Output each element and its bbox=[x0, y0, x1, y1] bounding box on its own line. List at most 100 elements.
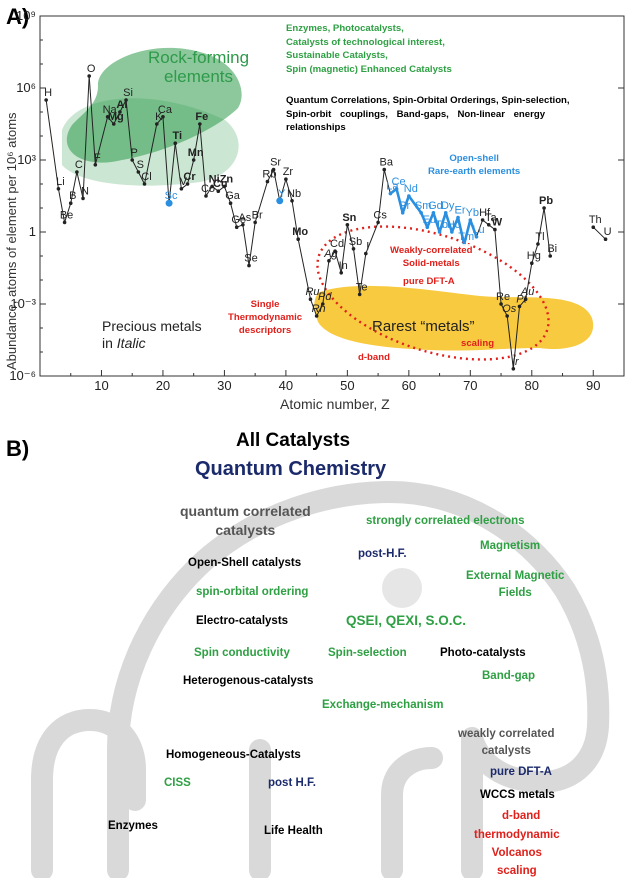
element-label-ce: Ce bbox=[392, 176, 406, 188]
y-tick-label: 1 bbox=[29, 224, 36, 239]
data-point-ti bbox=[173, 141, 178, 145]
x-tick-label: 20 bbox=[156, 378, 170, 393]
series-segment bbox=[162, 116, 170, 204]
series-segment bbox=[223, 186, 232, 204]
element-label-si: Si bbox=[123, 87, 133, 99]
element-label-cs: Cs bbox=[373, 209, 387, 221]
spin-selection: Spin-selection bbox=[328, 647, 407, 659]
qsei-qexi-soc: QSEI, QEXI, S.O.C. bbox=[346, 613, 467, 628]
element-label-na: Na bbox=[103, 104, 118, 116]
series-segment bbox=[267, 169, 275, 182]
element-label-ag: Ag bbox=[323, 248, 338, 260]
data-point-pt bbox=[517, 304, 522, 309]
data-point-v bbox=[179, 187, 184, 191]
data-point-k bbox=[155, 122, 159, 126]
data-point-nd bbox=[407, 194, 411, 198]
element-label-re: Re bbox=[496, 291, 510, 303]
data-point-co bbox=[204, 194, 208, 198]
data-point-cs bbox=[376, 220, 380, 225]
data-point-ca bbox=[161, 115, 165, 119]
data-point-mn bbox=[191, 158, 196, 162]
life-health: Life Health bbox=[264, 825, 323, 837]
element-label-fe: Fe bbox=[195, 111, 208, 123]
homogeneous-catalysts: Homogeneous-Catalysts bbox=[166, 749, 301, 761]
y-axis-label: Abundance, atoms of element per 10⁶ atom… bbox=[4, 112, 19, 370]
series-segment bbox=[64, 203, 72, 223]
strongly-correlated-electrons: strongly correlated electrons bbox=[366, 515, 525, 527]
chart-axes: 10⁹ 10⁶ 10³ 1 10⁻³ 10⁻⁶ 10 20 30 40 50 60 70 80 90 bbox=[9, 8, 625, 393]
series-segment bbox=[254, 181, 268, 223]
series-segment bbox=[346, 224, 355, 249]
series-segment bbox=[506, 315, 514, 369]
element-label-n: N bbox=[81, 185, 89, 197]
series-segment bbox=[353, 248, 361, 295]
x-tick-label: 80 bbox=[525, 378, 539, 393]
data-point-pr bbox=[400, 211, 405, 215]
element-label-co: Co bbox=[201, 183, 215, 195]
data-point-o bbox=[87, 74, 91, 78]
element-label-ru: Ru bbox=[305, 286, 319, 298]
data-point-au bbox=[523, 297, 528, 302]
x-tick-label: 60 bbox=[402, 378, 416, 393]
data-point-rh bbox=[314, 314, 319, 318]
thermodynamic-volcanos-scaling: thermodynamic Volcanos scaling bbox=[474, 829, 560, 877]
external-magnetic-fields: External Magnetic Fields bbox=[466, 570, 565, 599]
series-segment bbox=[322, 260, 330, 305]
element-label-eu: Eu bbox=[423, 214, 436, 226]
element-label-pb: Pb bbox=[539, 195, 553, 207]
element-label-p: P bbox=[131, 147, 138, 159]
abundance-series bbox=[44, 74, 608, 371]
data-point-n bbox=[81, 196, 85, 201]
element-label-o: O bbox=[87, 63, 96, 75]
y-tick-label: 10³ bbox=[17, 152, 36, 167]
quantum-properties-text: Quantum Correlations, Spin-Orbital Order… bbox=[286, 95, 570, 133]
data-point-si bbox=[124, 98, 128, 102]
series-segment bbox=[119, 99, 127, 113]
series-segment bbox=[205, 186, 213, 197]
element-label-f: F bbox=[94, 152, 101, 164]
data-point-i bbox=[364, 251, 368, 256]
series-segment bbox=[113, 111, 121, 125]
element-label-w: W bbox=[492, 217, 503, 229]
element-label-gd: Gd bbox=[428, 200, 443, 212]
series-segment bbox=[462, 219, 472, 245]
open-shell-rare-earth-label: Open-shell Rare-earth elements bbox=[428, 153, 521, 177]
element-label-b: B bbox=[69, 190, 76, 202]
rock-forming-region-outer bbox=[62, 98, 239, 186]
series-segment bbox=[76, 171, 84, 199]
element-label-mn: Mn bbox=[188, 147, 204, 159]
series-segment bbox=[475, 219, 484, 237]
enzymes: Enzymes bbox=[108, 820, 158, 832]
series-segment bbox=[187, 159, 195, 185]
series-segment bbox=[94, 116, 109, 165]
element-label-la: La bbox=[386, 181, 399, 193]
data-point-re bbox=[499, 302, 503, 306]
x-tick-label: 50 bbox=[340, 378, 354, 393]
series-segment bbox=[242, 224, 250, 266]
series-segment bbox=[494, 229, 502, 305]
abundance-chart-svg: 10⁹ 10⁶ 10³ 1 10⁻³ 10⁻⁶ 10 20 30 40 50 60 70 80 90 H Li… bbox=[9, 8, 625, 393]
series-segment bbox=[144, 123, 158, 185]
data-point-f bbox=[93, 163, 98, 167]
series-segment bbox=[125, 99, 133, 161]
element-label-rb: Rb bbox=[262, 169, 276, 181]
data-point-hf bbox=[480, 218, 485, 222]
series-segment bbox=[432, 212, 441, 233]
data-point-ce bbox=[394, 187, 399, 191]
data-point-os bbox=[505, 314, 510, 318]
data-point-y bbox=[276, 197, 284, 205]
element-label-zn: Zn bbox=[220, 173, 234, 185]
element-label-ni: Ni bbox=[209, 173, 220, 185]
element-label-k: K bbox=[155, 111, 163, 123]
element-label-pd: Pd bbox=[318, 291, 332, 303]
plot-frame bbox=[39, 15, 625, 377]
element-label-cu: Cu bbox=[213, 178, 228, 190]
data-point-na bbox=[105, 115, 110, 119]
element-label-cd: Cd bbox=[330, 238, 344, 250]
exchange-mechanism: Exchange-mechanism bbox=[322, 699, 444, 711]
data-point-li bbox=[56, 187, 61, 191]
series-segment bbox=[377, 169, 385, 223]
element-label-sn: Sn bbox=[342, 212, 356, 224]
data-point-ge bbox=[234, 225, 239, 229]
pure-dft-a: pure DFT-A bbox=[490, 766, 552, 778]
